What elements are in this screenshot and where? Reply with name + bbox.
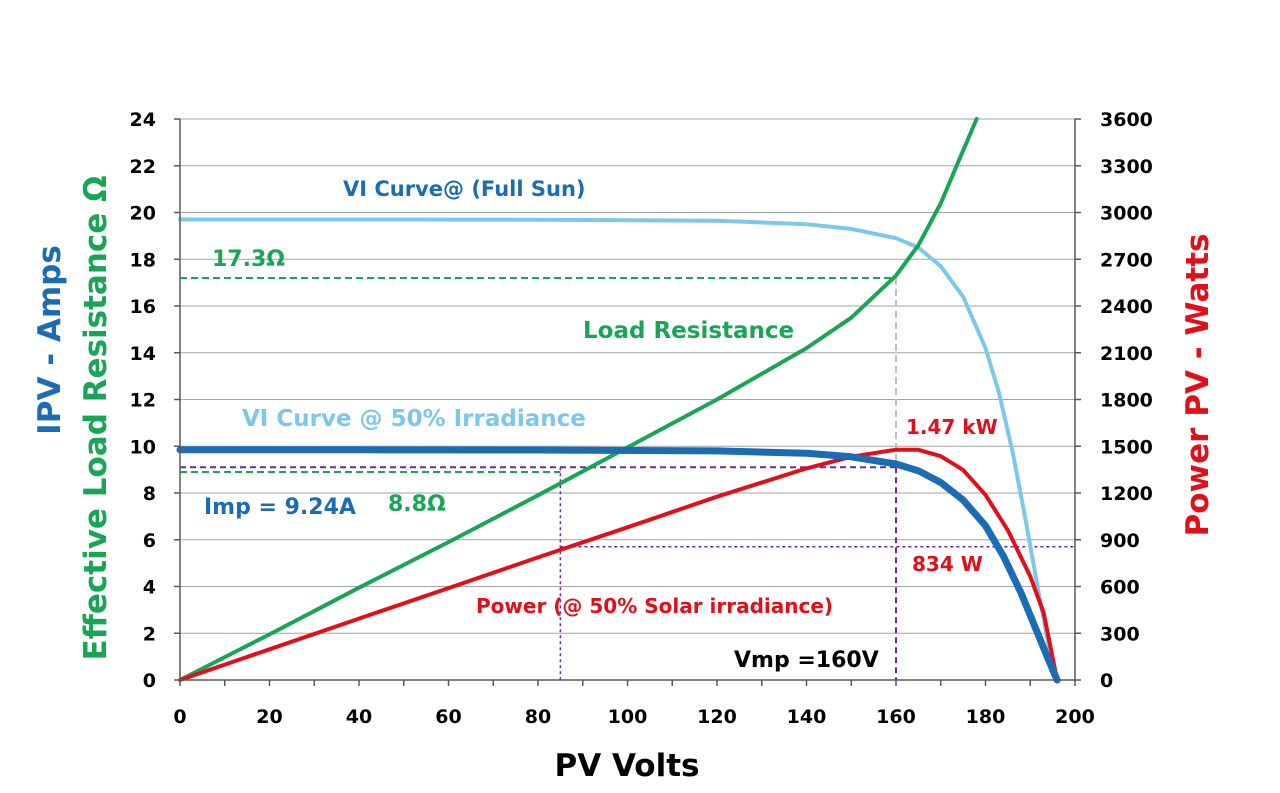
reference-lines [180,276,1075,680]
y-tick-label-right: 300 [1100,623,1140,645]
series-vi-full-sun [178,217,1060,682]
label-power-834: 834 W [912,552,983,576]
series-load-resistance [178,117,979,682]
x-tick-label: 160 [876,706,916,728]
x-tick-label: 180 [966,706,1006,728]
y-tick-label-left: 2 [143,623,156,645]
y-tick-label-left: 16 [130,296,156,318]
tick-labels: 0246810121416182022240300600900120015001… [130,109,1153,728]
y-tick-label-left: 14 [130,343,156,365]
label-r-8-8: 8.8Ω [388,492,446,517]
label-imp: Imp = 9.24A [204,495,356,520]
y-tick-label-left: 24 [130,109,156,131]
y-tick-label-right: 600 [1100,577,1140,599]
y-tick-label-right: 1200 [1100,483,1153,505]
x-tick-label: 0 [173,706,186,728]
label-power-peak: 1.47 kW [906,415,998,439]
y-tick-label-right: 3000 [1100,203,1153,225]
label-vmp: Vmp =160V [734,648,879,673]
x-tick-label: 60 [435,706,461,728]
y-axis-title-right-power: Power PV - Watts [1180,233,1216,536]
y-tick-label-right: 2700 [1100,249,1153,271]
series-lines [176,117,1061,684]
series-power [178,447,1060,682]
y-axis-title-left-amps: IPV - Amps [32,245,68,435]
y-tick-label-left: 12 [130,390,156,412]
y-tick-label-left: 18 [130,249,156,271]
label-load-resistance: Load Resistance [583,318,794,344]
x-tick-label: 200 [1055,706,1095,728]
y-tick-label-right: 1500 [1100,436,1153,458]
x-tick-label: 20 [256,706,282,728]
y-tick-label-right: 0 [1100,670,1113,692]
y-tick-label-left: 4 [143,577,156,599]
y-tick-label-right: 2400 [1100,296,1153,318]
y-tick-label-left: 20 [130,203,156,225]
y-tick-label-right: 3600 [1100,109,1153,131]
label-vi-full-sun: VI Curve@ (Full Sun) [343,177,586,201]
x-axis-title: PV Volts [555,748,700,784]
y-tick-label-right: 900 [1100,530,1140,552]
y-tick-label-left: 6 [143,530,156,552]
y-tick-label-left: 0 [143,670,156,692]
x-tick-label: 40 [346,706,372,728]
y-tick-label-left: 8 [143,483,156,505]
x-tick-label: 80 [525,706,551,728]
label-power-series: Power (@ 50% Solar irradiance) [476,594,833,618]
x-tick-label: 100 [608,706,648,728]
y-tick-label-right: 1800 [1100,390,1153,412]
label-vi-half: VI Curve @ 50% Irradiance [242,406,586,432]
y-axis-title-left-resistance: Effective Load Resistance Ω [78,176,114,661]
y-tick-label-left: 10 [130,436,156,458]
series-vi-half-irradiance [176,446,1061,684]
axes [174,118,1081,686]
y-tick-label-right: 2100 [1100,343,1153,365]
y-tick-label-left: 22 [130,156,156,178]
label-r-17-3: 17.3Ω [212,247,285,272]
x-tick-label: 140 [787,706,827,728]
x-tick-label: 120 [697,706,737,728]
y-tick-label-right: 3300 [1100,156,1153,178]
